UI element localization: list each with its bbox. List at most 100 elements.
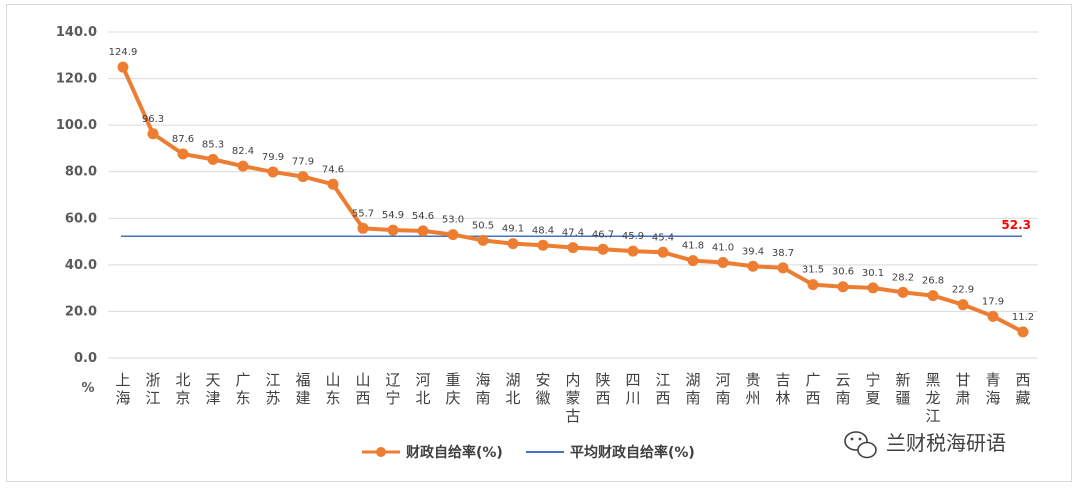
data-label: 41.8 bbox=[682, 241, 704, 252]
legend-label-average: 平均财政自给率(%) bbox=[570, 444, 695, 461]
data-label: 54.6 bbox=[412, 211, 434, 222]
legend-label-main: 财政自给率(%) bbox=[405, 444, 503, 461]
wechat-icon bbox=[844, 431, 877, 459]
data-labels: 124.9 96.3 87.6 85.3 82.4 79.9 77.9 74.6 55.7 54.… bbox=[109, 47, 1034, 323]
data-label: 45.9 bbox=[622, 231, 644, 242]
data-point bbox=[327, 178, 339, 190]
x-tick-label: 海南 bbox=[475, 371, 490, 407]
data-point bbox=[717, 257, 729, 269]
data-label: 74.6 bbox=[322, 164, 344, 175]
data-label: 28.2 bbox=[892, 272, 914, 283]
data-label: 79.9 bbox=[262, 152, 284, 163]
data-label: 46.7 bbox=[592, 229, 614, 240]
y-tick-label: 40.0 bbox=[65, 258, 97, 273]
x-tick-label: 安徽 bbox=[535, 371, 550, 407]
data-point bbox=[387, 224, 399, 236]
x-tick-label: 河南 bbox=[715, 371, 730, 407]
x-tick-label: 北京 bbox=[175, 371, 190, 407]
data-label: 82.4 bbox=[232, 146, 254, 157]
x-tick-label: 广东 bbox=[235, 371, 250, 407]
legend-marker-main bbox=[376, 447, 386, 457]
y-tick-label: 120.0 bbox=[56, 72, 97, 87]
data-label: 11.2 bbox=[1012, 312, 1034, 323]
x-tick-label: 广西 bbox=[805, 371, 820, 407]
data-label: 87.6 bbox=[172, 134, 194, 145]
data-point bbox=[957, 299, 969, 311]
data-point bbox=[297, 171, 309, 183]
data-point bbox=[567, 242, 579, 254]
data-point bbox=[897, 286, 909, 298]
data-label: 41.0 bbox=[712, 243, 734, 254]
y-tick-label: 20.0 bbox=[65, 304, 97, 319]
data-point bbox=[417, 225, 429, 237]
data-point bbox=[807, 279, 819, 291]
y-tick-label: 0.0 bbox=[74, 351, 97, 366]
x-tick-label: 江西 bbox=[655, 371, 670, 407]
data-label: 55.7 bbox=[352, 208, 374, 219]
x-tick-label: 浙江 bbox=[145, 371, 160, 407]
data-point bbox=[357, 222, 369, 234]
data-point bbox=[177, 148, 189, 160]
data-point bbox=[687, 255, 699, 267]
data-point bbox=[867, 282, 879, 294]
average-value-label: 52.3 bbox=[1001, 218, 1031, 232]
data-label: 49.1 bbox=[502, 224, 524, 235]
data-label: 17.9 bbox=[982, 296, 1004, 307]
data-label: 48.4 bbox=[532, 225, 554, 236]
x-tick-label: 吉林 bbox=[775, 371, 790, 407]
data-point bbox=[987, 310, 999, 322]
x-axis: 上海浙江北京天津广东江苏福建山东山西辽宁河北重庆海南湖北安徽内蒙古陕西四川江西湖… bbox=[115, 371, 1030, 425]
data-point bbox=[627, 245, 639, 257]
data-point bbox=[1017, 326, 1029, 338]
x-tick-label: 湖南 bbox=[685, 371, 700, 407]
watermark: 兰财税海研语 bbox=[844, 431, 1006, 459]
data-point bbox=[777, 262, 789, 274]
data-point bbox=[147, 128, 159, 140]
x-tick-label: 新疆 bbox=[895, 371, 910, 407]
y-tick-label: 60.0 bbox=[65, 211, 97, 226]
y-axis: 0.0 20.0 40.0 60.0 80.0 100.0 120.0 140.0% bbox=[56, 25, 97, 396]
data-label: 30.6 bbox=[832, 267, 854, 278]
data-label: 47.4 bbox=[562, 228, 584, 239]
x-tick-label: 四川 bbox=[625, 371, 640, 407]
data-label: 45.4 bbox=[652, 232, 674, 243]
data-point bbox=[477, 234, 489, 246]
data-point bbox=[447, 229, 459, 241]
data-label: 22.9 bbox=[952, 285, 974, 296]
x-tick-label: 福建 bbox=[295, 371, 310, 407]
data-label: 31.5 bbox=[802, 265, 824, 276]
average-series: 52.3 bbox=[121, 218, 1031, 237]
x-tick-label: 贵州 bbox=[745, 371, 760, 407]
x-tick-label: 湖北 bbox=[505, 371, 520, 407]
data-point bbox=[267, 166, 279, 178]
x-tick-label: 宁夏 bbox=[865, 371, 880, 407]
x-tick-label: 河北 bbox=[415, 371, 430, 407]
data-point bbox=[537, 239, 549, 251]
data-point bbox=[657, 246, 669, 258]
data-point bbox=[237, 160, 249, 172]
data-label: 77.9 bbox=[292, 157, 314, 168]
data-label: 38.7 bbox=[772, 248, 794, 259]
x-tick-label: 甘肃 bbox=[955, 371, 970, 407]
x-tick-label: 内蒙古 bbox=[565, 371, 580, 425]
data-point bbox=[117, 61, 129, 73]
x-tick-label: 山东 bbox=[325, 371, 340, 407]
watermark-text: 兰财税海研语 bbox=[886, 431, 1006, 455]
x-tick-label: 重庆 bbox=[445, 371, 460, 407]
x-tick-label: 辽宁 bbox=[385, 371, 400, 407]
data-label: 50.5 bbox=[472, 220, 494, 231]
data-label: 26.8 bbox=[922, 276, 944, 287]
x-tick-label: 上海 bbox=[115, 371, 130, 407]
data-label: 53.0 bbox=[442, 215, 464, 226]
data-point bbox=[837, 281, 849, 293]
data-label: 124.9 bbox=[109, 47, 138, 58]
x-tick-label: 云南 bbox=[835, 371, 850, 407]
data-label: 85.3 bbox=[202, 139, 224, 150]
legend: 财政自给率(%) 平均财政自给率(%) bbox=[362, 444, 695, 461]
series-line bbox=[121, 66, 1024, 334]
data-point bbox=[207, 153, 219, 165]
data-label: 30.1 bbox=[862, 268, 884, 279]
data-label: 54.9 bbox=[382, 210, 404, 221]
x-tick-label: 青海 bbox=[985, 371, 1000, 407]
